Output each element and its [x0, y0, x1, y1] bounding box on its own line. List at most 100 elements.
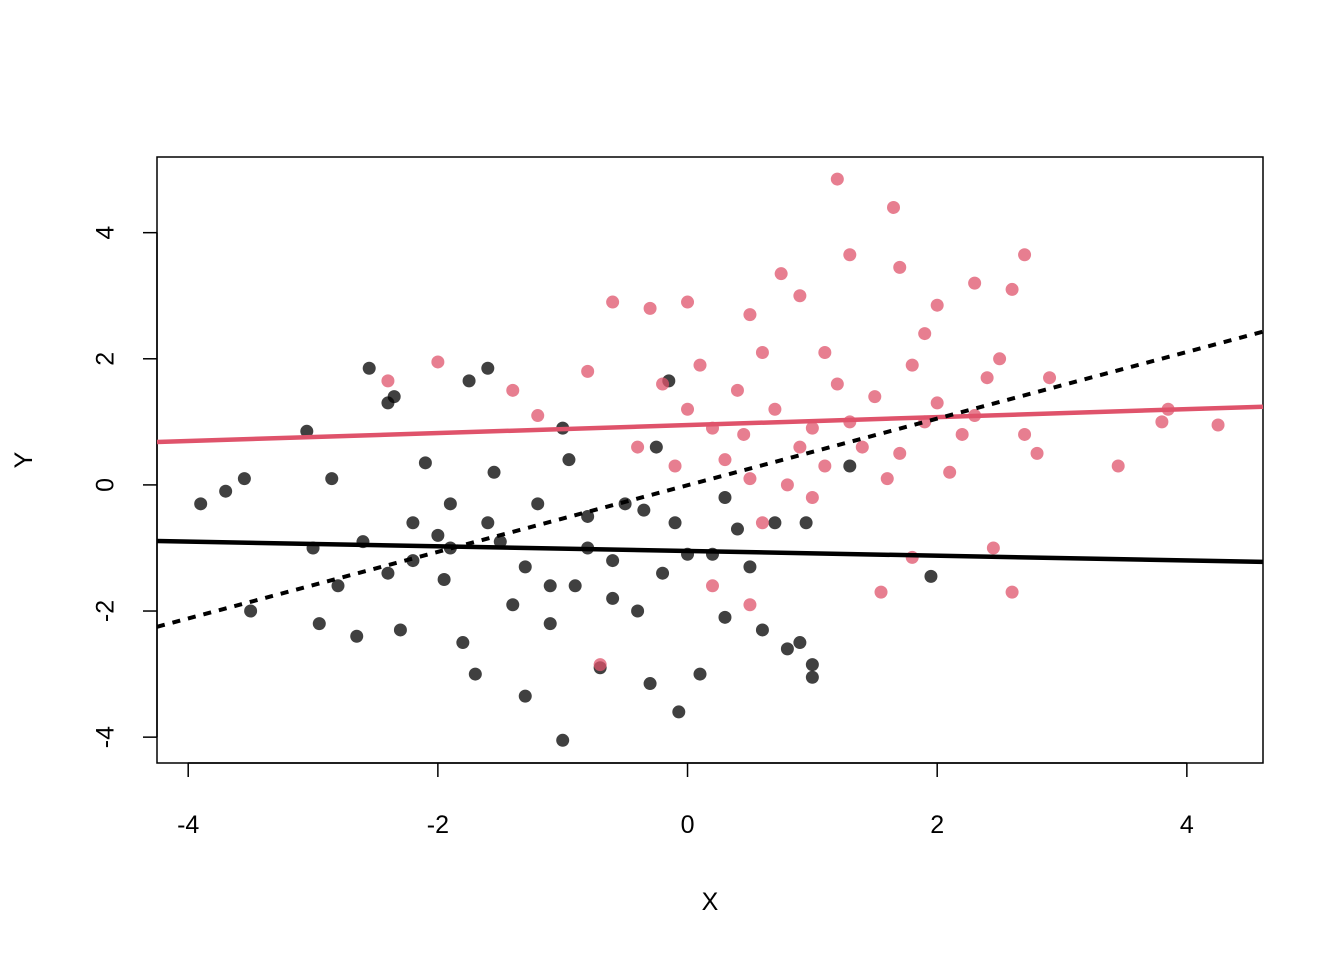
point [506, 383, 520, 397]
point [194, 497, 208, 511]
point [1111, 459, 1125, 473]
point [543, 579, 557, 593]
point [219, 484, 233, 498]
point [431, 528, 445, 542]
x-tick-label: 2 [930, 811, 944, 839]
point [818, 345, 832, 359]
point [805, 421, 819, 435]
point [631, 440, 645, 454]
point [693, 667, 707, 681]
point [924, 569, 938, 583]
point [1030, 446, 1044, 460]
point [730, 383, 744, 397]
point [880, 472, 894, 486]
point [805, 670, 819, 684]
point [993, 352, 1007, 366]
point [381, 566, 395, 580]
point [1018, 248, 1032, 262]
point [718, 453, 732, 467]
regression-line [156, 404, 1264, 445]
point [481, 516, 495, 530]
point [893, 260, 907, 274]
point [506, 598, 520, 612]
regression-line [156, 538, 1264, 565]
point [637, 503, 651, 517]
point [855, 440, 869, 454]
point [668, 516, 682, 530]
point [968, 276, 982, 290]
point [556, 733, 570, 747]
plot-box [156, 156, 1264, 764]
point [643, 677, 657, 691]
point [874, 585, 888, 599]
point [743, 598, 757, 612]
point [805, 491, 819, 505]
point [437, 572, 451, 586]
point [737, 427, 751, 441]
point [431, 355, 445, 369]
point [531, 497, 545, 511]
point [331, 579, 345, 593]
point [718, 491, 732, 505]
point [312, 617, 326, 631]
y-axis-label: Y [10, 451, 38, 468]
point [1005, 585, 1019, 599]
point [593, 658, 607, 672]
point [668, 459, 682, 473]
point [843, 459, 857, 473]
point [418, 456, 432, 470]
point [743, 308, 757, 322]
point [768, 516, 782, 530]
point [693, 358, 707, 372]
point [755, 345, 769, 359]
point [581, 364, 595, 378]
point [643, 301, 657, 315]
point [562, 453, 576, 467]
x-tick-label: -2 [427, 811, 449, 839]
point [793, 289, 807, 303]
point [1005, 282, 1019, 296]
point [780, 642, 794, 656]
point [943, 465, 957, 479]
point [930, 298, 944, 312]
point [244, 604, 258, 618]
point [606, 295, 620, 309]
point [955, 427, 969, 441]
point [518, 689, 532, 703]
point [568, 579, 582, 593]
point [362, 361, 376, 375]
point [443, 497, 457, 511]
point [805, 658, 819, 672]
x-axis-label: X [702, 888, 719, 916]
point [743, 560, 757, 574]
point [730, 522, 744, 536]
y-tick-label: 0 [92, 478, 120, 492]
point [793, 440, 807, 454]
point [381, 374, 395, 388]
point [768, 402, 782, 416]
point [393, 623, 407, 637]
point [656, 377, 670, 391]
point [1018, 427, 1032, 441]
y-tick-label: 2 [92, 352, 120, 366]
point [1211, 418, 1225, 432]
point [755, 623, 769, 637]
x-tick-label: -4 [177, 811, 199, 839]
point [531, 409, 545, 423]
point [918, 327, 932, 341]
point [649, 440, 663, 454]
point [387, 390, 401, 404]
point [581, 509, 595, 523]
point [818, 459, 832, 473]
point [793, 636, 807, 650]
point [543, 617, 557, 631]
point [493, 535, 507, 549]
point [893, 446, 907, 460]
point [681, 295, 695, 309]
point [606, 554, 620, 568]
x-tick-label: 0 [681, 811, 695, 839]
point [487, 465, 501, 479]
point [481, 361, 495, 375]
point [887, 200, 901, 214]
